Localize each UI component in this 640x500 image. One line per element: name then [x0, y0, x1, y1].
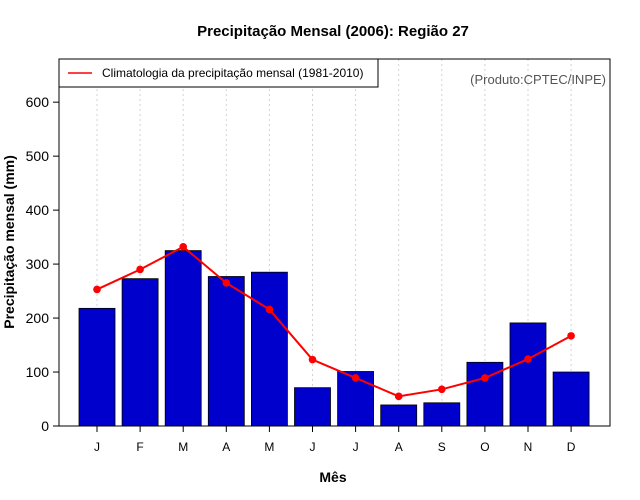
chart-title: Precipitação Mensal (2006): Região 27	[197, 23, 469, 40]
legend-box	[58, 58, 379, 88]
y-axis: 0 100 200 300 400 500 600	[26, 94, 59, 434]
x-tick-label: A	[395, 440, 403, 454]
x-tick-label: D	[567, 440, 576, 454]
credit-text: (Produto:CPTEC/INPE)	[470, 72, 606, 87]
bar-8	[423, 402, 461, 427]
climatology-point-7	[394, 392, 403, 401]
bar-4	[250, 271, 288, 427]
climatology-point-10	[524, 355, 532, 363]
bar-1	[121, 278, 159, 427]
bars-group	[78, 250, 590, 427]
bar-10	[509, 322, 547, 427]
climatology-point-4	[265, 305, 274, 314]
x-tick-label: J	[94, 440, 100, 454]
y-tick-label: 400	[26, 202, 50, 218]
bar-7	[380, 404, 418, 427]
climatology-point-11	[567, 332, 575, 340]
climatology-point-2	[179, 243, 187, 251]
climatology-line-group	[93, 243, 575, 401]
bar-3	[207, 276, 245, 427]
x-tick-label: M	[264, 440, 274, 454]
bar-5	[294, 387, 331, 427]
x-tick-label: O	[480, 440, 489, 454]
x-tick-label: F	[136, 440, 143, 454]
x-tick-label: S	[438, 440, 446, 454]
climatology-point-9	[481, 374, 489, 382]
legend-label: Climatologia da precipitação mensal (198…	[102, 66, 363, 80]
climatology-point-8	[438, 385, 446, 394]
y-tick-label: 600	[26, 94, 50, 110]
climatology-line	[96, 245, 572, 398]
legend: Climatologia da precipitação mensal (198…	[58, 58, 379, 88]
y-tick-label: 300	[26, 256, 50, 272]
climatology-point-3	[222, 279, 231, 287]
x-tick-label: J	[353, 440, 359, 454]
x-axis-label: Mês	[319, 469, 346, 485]
y-tick-label: 100	[26, 364, 50, 380]
x-tick-label: A	[222, 440, 230, 454]
climatology-point-1	[136, 265, 144, 274]
bar-0	[78, 307, 116, 427]
x-tick-label: N	[524, 440, 533, 454]
climatology-point-0	[93, 285, 101, 294]
climatology-point-5	[308, 355, 317, 364]
x-tick-label: J	[310, 440, 316, 454]
bar-11	[552, 371, 590, 427]
y-tick-label: 200	[26, 310, 50, 326]
bar-2	[164, 250, 202, 427]
y-axis-label: Precipitação mensal (mm)	[1, 155, 17, 329]
y-tick-label: 0	[41, 418, 49, 434]
climatology-point-6	[351, 374, 360, 382]
x-tick-label: M	[178, 440, 188, 454]
y-tick-label: 500	[26, 148, 50, 164]
